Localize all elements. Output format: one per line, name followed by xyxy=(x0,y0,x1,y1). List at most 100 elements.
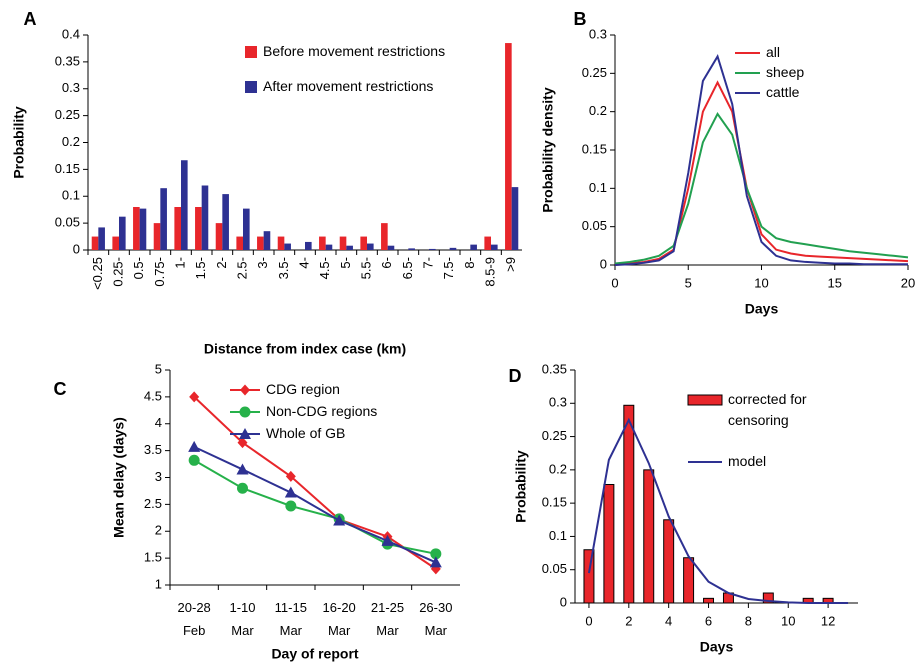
x-tick-label: 6.5- xyxy=(400,257,415,279)
marker xyxy=(239,428,251,439)
y-tick-label: 0.2 xyxy=(62,134,80,149)
legend-key xyxy=(245,46,257,58)
y-tick-label: 0.25 xyxy=(55,107,80,122)
marker xyxy=(237,437,248,449)
line xyxy=(614,80,909,266)
marker xyxy=(239,406,251,418)
y-axis-title: Probability xyxy=(513,450,529,523)
x-tick-label: 7.5- xyxy=(441,257,456,279)
bar xyxy=(346,245,353,250)
bar xyxy=(762,592,774,604)
x-tick-label: 21-25 Mar xyxy=(370,600,405,638)
legend-label: Before movement restrictions xyxy=(263,43,446,59)
bar xyxy=(387,245,395,250)
bar xyxy=(201,185,209,250)
x-tick-label: 4 xyxy=(665,613,672,628)
bar xyxy=(222,194,229,250)
y-tick-label: 0.1 xyxy=(62,188,80,203)
line xyxy=(614,112,909,265)
y-tick-label: 4 xyxy=(155,415,162,430)
marker xyxy=(333,514,346,526)
bar xyxy=(367,243,374,250)
legend-label: Whole of GB xyxy=(266,425,346,441)
bar xyxy=(319,236,326,250)
x-axis-title: Days xyxy=(700,639,734,655)
x-tick-label: 3.5- xyxy=(276,257,291,279)
x-tick-label: 0.5- xyxy=(131,257,146,279)
line xyxy=(614,54,908,266)
y-axis-title: Probability xyxy=(11,106,27,179)
x-tick-label: 20 xyxy=(901,275,915,290)
x-tick-label: 8 xyxy=(745,613,752,628)
x-tick-label: 1- xyxy=(172,257,187,269)
marker xyxy=(236,463,249,475)
y-tick-label: 0.05 xyxy=(542,561,567,576)
bar xyxy=(703,597,715,604)
x-tick-label: 0.75- xyxy=(152,257,167,287)
bar xyxy=(360,236,367,250)
bar xyxy=(160,188,167,250)
line xyxy=(587,417,849,604)
y-tick-label: 0.15 xyxy=(55,161,80,176)
x-tick-label: 26-30 Mar xyxy=(419,600,453,638)
x-tick-label: 5- xyxy=(338,257,353,269)
bar xyxy=(491,244,498,250)
legend-label: model xyxy=(728,453,767,469)
bar xyxy=(98,227,105,250)
legend-label: all xyxy=(766,44,781,60)
y-tick-label: 2.5 xyxy=(144,496,162,511)
y-tick-label: 0.4 xyxy=(62,26,80,41)
panel-label: D xyxy=(509,366,522,386)
marker xyxy=(284,486,297,498)
bar xyxy=(91,236,99,250)
bar xyxy=(429,248,436,250)
bar xyxy=(325,244,333,250)
panel-label: B xyxy=(574,9,587,29)
bar xyxy=(643,469,655,604)
x-tick-label: 2- xyxy=(214,257,229,269)
y-tick-label: 2 xyxy=(155,523,162,538)
y-tick-label: 4.5 xyxy=(144,388,162,403)
y-tick-label: 0.15 xyxy=(582,141,607,156)
x-tick-label: 11-15 Mar xyxy=(274,600,307,638)
y-tick-label: 5 xyxy=(155,361,162,376)
y-tick-label: 1.5 xyxy=(144,550,162,565)
x-tick-label: 8- xyxy=(462,257,477,269)
x-tick-label: 20-28 Feb xyxy=(177,600,211,638)
bar xyxy=(243,208,250,250)
bar xyxy=(277,236,285,250)
y-axis-title: Mean delay (days) xyxy=(111,417,127,538)
line xyxy=(193,445,437,564)
marker xyxy=(381,534,394,546)
x-tick-label: 2.5- xyxy=(234,257,249,279)
marker xyxy=(240,384,250,396)
x-tick-label: 12 xyxy=(821,613,835,628)
legend-label: CDG region xyxy=(266,381,340,397)
x-tick-label: 2 xyxy=(625,613,632,628)
y-tick-label: 0.1 xyxy=(549,528,567,543)
legend-key xyxy=(245,81,257,93)
bar xyxy=(236,236,243,250)
y-tick-label: 0.2 xyxy=(549,461,567,476)
y-tick-label: 0.25 xyxy=(582,65,607,80)
x-tick-label: 16-20 Mar xyxy=(322,600,356,638)
y-tick-label: 0.1 xyxy=(589,180,607,195)
panel-label: A xyxy=(24,9,37,29)
y-tick-label: 0 xyxy=(73,241,80,256)
bar xyxy=(449,247,457,250)
x-tick-label: 3- xyxy=(255,257,270,269)
x-tick-label: 5 xyxy=(685,275,692,290)
legend-label: cattle xyxy=(766,84,800,100)
x-axis-title: Days xyxy=(745,301,779,317)
y-tick-label: 0.3 xyxy=(589,26,607,41)
bar xyxy=(215,223,223,250)
bar xyxy=(153,223,161,250)
y-tick-label: 0 xyxy=(600,256,607,271)
x-tick-label: 6- xyxy=(379,257,394,269)
bar xyxy=(139,208,147,250)
x-tick-label: 0 xyxy=(585,613,592,628)
marker xyxy=(285,470,296,482)
legend-label: Non-CDG regions xyxy=(266,403,378,419)
bar xyxy=(683,557,695,604)
x-tick-label: 0.25- xyxy=(110,257,125,287)
